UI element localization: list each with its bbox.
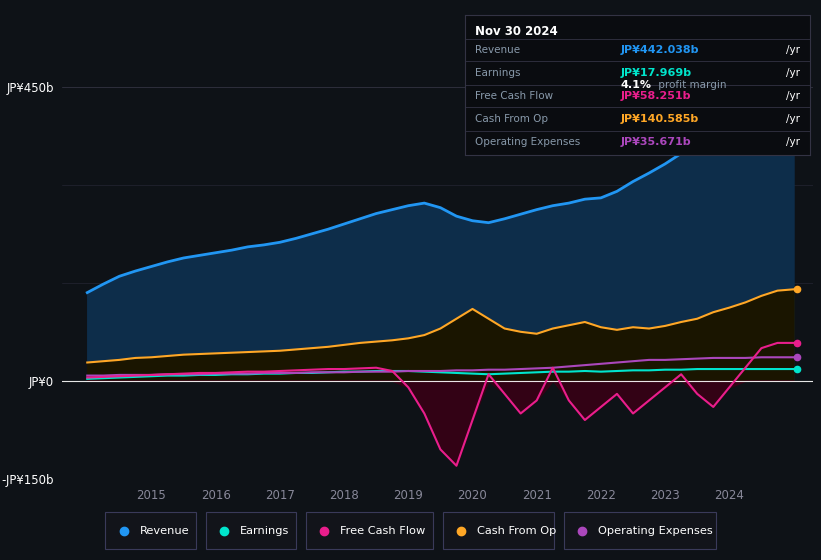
Text: JP¥17.969b: JP¥17.969b — [620, 68, 691, 78]
Text: Cash From Op: Cash From Op — [478, 526, 557, 535]
Text: Nov 30 2024: Nov 30 2024 — [475, 25, 558, 38]
Text: JP¥58.251b: JP¥58.251b — [620, 91, 690, 101]
Text: Free Cash Flow: Free Cash Flow — [340, 526, 425, 535]
Text: JP¥442.038b: JP¥442.038b — [620, 45, 699, 55]
Bar — [205, 512, 296, 549]
Text: Operating Expenses: Operating Expenses — [598, 526, 713, 535]
Text: profit margin: profit margin — [655, 80, 727, 90]
Text: Operating Expenses: Operating Expenses — [475, 137, 580, 147]
Bar — [105, 512, 195, 549]
Text: /yr: /yr — [786, 114, 800, 124]
Text: Earnings: Earnings — [475, 68, 521, 78]
Text: /yr: /yr — [786, 91, 800, 101]
Text: JP¥35.671b: JP¥35.671b — [620, 137, 691, 147]
Text: Free Cash Flow: Free Cash Flow — [475, 91, 553, 101]
Text: Earnings: Earnings — [240, 526, 290, 535]
Bar — [305, 512, 433, 549]
Text: 4.1%: 4.1% — [620, 80, 651, 90]
Bar — [564, 512, 716, 549]
Text: /yr: /yr — [786, 68, 800, 78]
Text: Cash From Op: Cash From Op — [475, 114, 548, 124]
Bar — [443, 512, 553, 549]
Text: Revenue: Revenue — [140, 526, 190, 535]
Text: /yr: /yr — [786, 137, 800, 147]
Text: /yr: /yr — [786, 45, 800, 55]
Text: Revenue: Revenue — [475, 45, 521, 55]
Text: JP¥140.585b: JP¥140.585b — [620, 114, 699, 124]
